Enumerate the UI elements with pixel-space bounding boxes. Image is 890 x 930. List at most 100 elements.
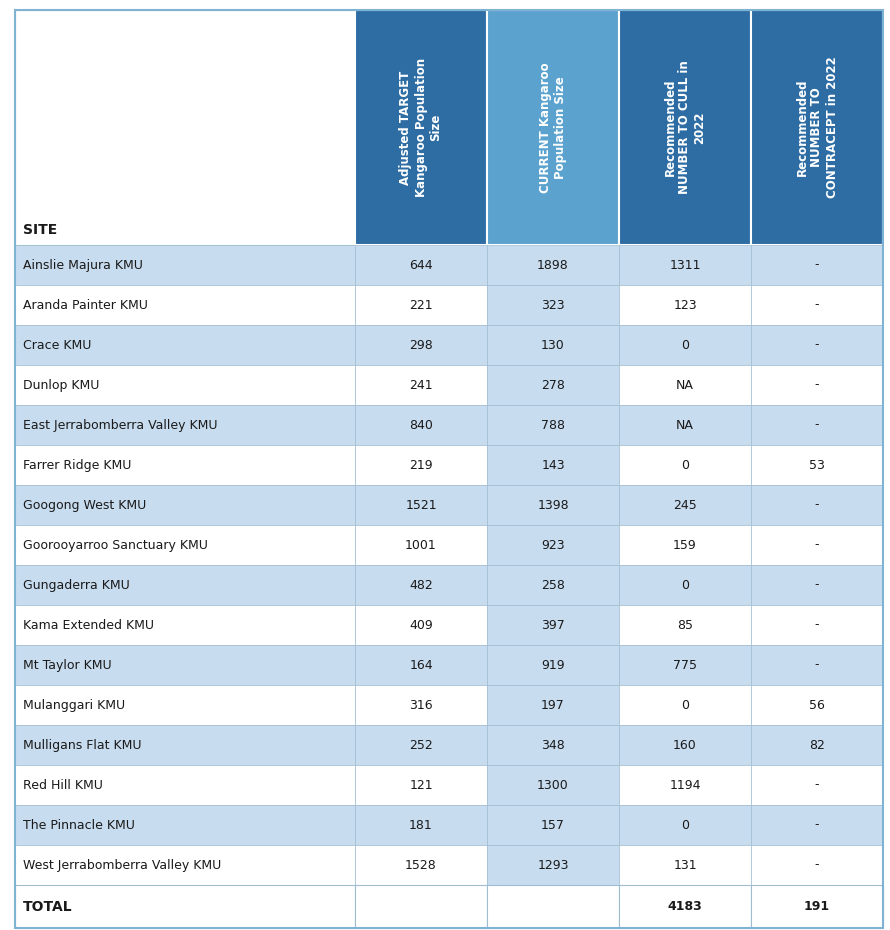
Text: Mulligans Flat KMU: Mulligans Flat KMU: [23, 738, 142, 751]
Bar: [619, 485, 751, 525]
Text: 348: 348: [541, 738, 565, 751]
Bar: [619, 645, 751, 685]
Bar: [751, 885, 883, 928]
Bar: [619, 805, 751, 845]
Bar: [619, 765, 751, 805]
Text: 219: 219: [409, 458, 433, 472]
Bar: [355, 645, 487, 685]
Bar: [751, 805, 883, 845]
Bar: [487, 725, 619, 765]
Text: 0: 0: [681, 698, 689, 711]
Bar: [619, 445, 751, 485]
Text: Aranda Painter KMU: Aranda Painter KMU: [23, 299, 148, 312]
Bar: [487, 885, 619, 928]
Bar: [355, 685, 487, 725]
Text: 241: 241: [409, 379, 433, 392]
Bar: [487, 605, 619, 645]
Bar: [751, 365, 883, 405]
Text: 56: 56: [809, 698, 825, 711]
Bar: [619, 565, 751, 605]
Text: 160: 160: [673, 738, 697, 751]
Text: 191: 191: [804, 900, 830, 913]
Text: 164: 164: [409, 658, 433, 671]
Bar: [487, 10, 619, 245]
Text: 221: 221: [409, 299, 433, 312]
Bar: [15, 725, 355, 765]
Text: -: -: [814, 778, 820, 791]
Text: TOTAL: TOTAL: [23, 899, 73, 913]
Text: -: -: [814, 818, 820, 831]
Bar: [15, 10, 355, 245]
Text: 245: 245: [673, 498, 697, 512]
Bar: [15, 765, 355, 805]
Text: 1001: 1001: [405, 538, 437, 551]
Bar: [355, 525, 487, 565]
Bar: [619, 245, 751, 285]
Bar: [619, 285, 751, 325]
Bar: [751, 565, 883, 605]
Text: 82: 82: [809, 738, 825, 751]
Bar: [619, 525, 751, 565]
Text: CURRENT Kangaroo
Population Size: CURRENT Kangaroo Population Size: [539, 62, 567, 193]
Text: 159: 159: [673, 538, 697, 551]
Bar: [619, 365, 751, 405]
Text: 788: 788: [541, 418, 565, 432]
Bar: [751, 685, 883, 725]
Text: 143: 143: [541, 458, 565, 472]
Text: -: -: [814, 418, 820, 432]
Bar: [15, 805, 355, 845]
Bar: [487, 485, 619, 525]
Bar: [355, 245, 487, 285]
Bar: [619, 845, 751, 885]
Bar: [355, 405, 487, 445]
Text: East Jerrabomberra Valley KMU: East Jerrabomberra Valley KMU: [23, 418, 217, 432]
Bar: [619, 325, 751, 365]
Text: Recommended
NUMBER TO
CONTRACEPT in 2022: Recommended NUMBER TO CONTRACEPT in 2022: [796, 57, 838, 198]
Bar: [487, 805, 619, 845]
Bar: [487, 765, 619, 805]
Bar: [15, 405, 355, 445]
Bar: [355, 805, 487, 845]
Bar: [15, 845, 355, 885]
Text: Farrer Ridge KMU: Farrer Ridge KMU: [23, 458, 132, 472]
Bar: [487, 285, 619, 325]
Text: 1311: 1311: [669, 259, 700, 272]
Text: 131: 131: [673, 858, 697, 871]
Text: 775: 775: [673, 658, 697, 671]
Text: 482: 482: [409, 578, 433, 591]
Bar: [751, 845, 883, 885]
Bar: [15, 525, 355, 565]
Text: 644: 644: [409, 259, 433, 272]
Text: -: -: [814, 498, 820, 512]
Bar: [487, 445, 619, 485]
Text: 923: 923: [541, 538, 565, 551]
Text: 919: 919: [541, 658, 565, 671]
Bar: [487, 525, 619, 565]
Bar: [15, 365, 355, 405]
Text: Adjusted TARGET
Kangaroo Population
Size: Adjusted TARGET Kangaroo Population Size: [400, 58, 442, 197]
Bar: [487, 645, 619, 685]
Bar: [15, 485, 355, 525]
Text: 323: 323: [541, 299, 565, 312]
Text: 298: 298: [409, 339, 433, 352]
Bar: [751, 245, 883, 285]
Text: Kama Extended KMU: Kama Extended KMU: [23, 618, 154, 631]
Bar: [355, 445, 487, 485]
Text: West Jerrabomberra Valley KMU: West Jerrabomberra Valley KMU: [23, 858, 222, 871]
Bar: [355, 325, 487, 365]
Text: -: -: [814, 379, 820, 392]
Bar: [355, 365, 487, 405]
Text: -: -: [814, 538, 820, 551]
Text: SITE: SITE: [23, 223, 57, 237]
Bar: [487, 325, 619, 365]
Text: 1528: 1528: [405, 858, 437, 871]
Bar: [355, 765, 487, 805]
Bar: [751, 765, 883, 805]
Bar: [355, 605, 487, 645]
Text: Gungaderra KMU: Gungaderra KMU: [23, 578, 130, 591]
Bar: [15, 325, 355, 365]
Bar: [355, 845, 487, 885]
Text: Dunlop KMU: Dunlop KMU: [23, 379, 100, 392]
Text: 840: 840: [409, 418, 433, 432]
Text: 121: 121: [409, 778, 433, 791]
